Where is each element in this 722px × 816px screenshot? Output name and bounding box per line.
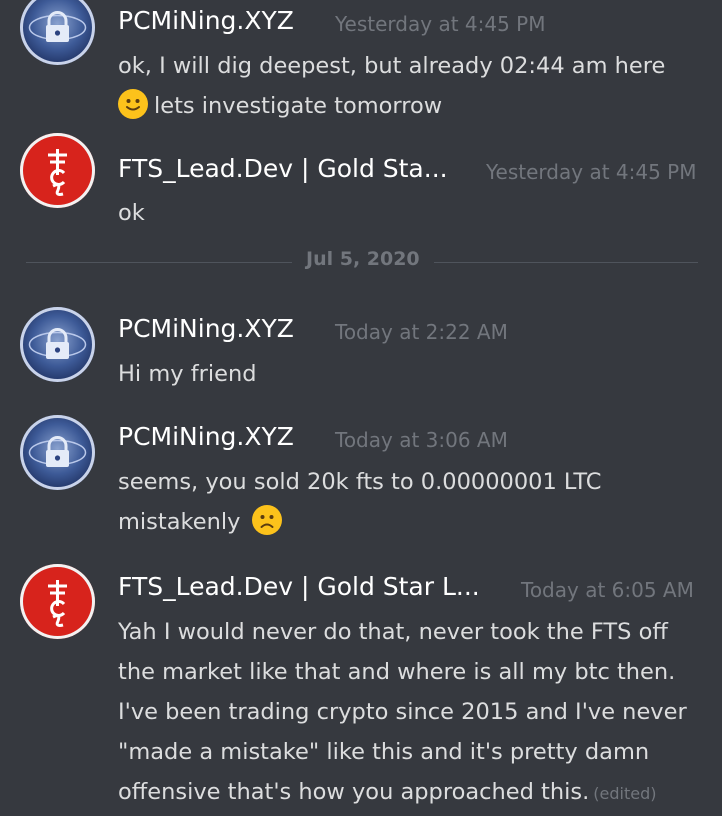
avatar[interactable]: [20, 133, 95, 208]
message-line: the market like that and where is all my…: [118, 659, 676, 685]
message-line: lets investigate tomorrow: [154, 93, 443, 119]
avatar[interactable]: [20, 307, 95, 382]
author-name[interactable]: FTS_Lead.Dev | Gold Sta...: [118, 154, 448, 183]
author-name[interactable]: PCMiNing.XYZ: [118, 6, 294, 35]
timestamp: Yesterday at 4:45 PM: [486, 160, 697, 184]
timestamp: Yesterday at 4:45 PM: [335, 12, 546, 36]
lock-globe-icon: [28, 328, 87, 359]
fts-logo-icon: [48, 149, 67, 196]
message-line: Hi my friend: [118, 361, 257, 387]
frowning-face-icon: [251, 505, 282, 535]
message-line: seems, you sold 20k fts to 0.00000001 LT…: [118, 469, 602, 495]
edited-label: (edited): [593, 784, 657, 803]
message-line: mistakenly: [118, 509, 241, 535]
date-divider-label: Jul 5, 2020: [292, 248, 434, 270]
avatar[interactable]: [20, 564, 95, 639]
message-line-with-emoji: mistakenly: [118, 502, 288, 542]
message-line: offensive that's how you approached this…: [118, 779, 590, 805]
timestamp: Today at 2:22 AM: [335, 320, 508, 344]
author-name[interactable]: PCMiNing.XYZ: [118, 422, 294, 451]
lock-globe-icon: [28, 11, 87, 42]
message-line: ok: [118, 200, 145, 226]
author-name[interactable]: FTS_Lead.Dev | Gold Star L...: [118, 572, 480, 601]
message-line-with-emoji: lets investigate tomorrow: [118, 86, 442, 126]
message-line: Yah I would never do that, never took th…: [118, 619, 668, 645]
timestamp: Today at 6:05 AM: [521, 578, 694, 602]
fts-logo-icon: [48, 580, 67, 627]
message-line: I've been trading crypto since 2015 and …: [118, 699, 687, 725]
avatar[interactable]: [20, 415, 95, 490]
slightly-smiling-face-icon: [118, 89, 148, 119]
lock-globe-icon: [28, 436, 87, 467]
message-line-with-edited: offensive that's how you approached this…: [118, 772, 656, 814]
avatar[interactable]: [20, 0, 95, 65]
message-line: "made a mistake" like this and it's pret…: [118, 739, 650, 765]
message-line: ok, I will dig deepest, but already 02:4…: [118, 53, 666, 79]
author-name[interactable]: PCMiNing.XYZ: [118, 314, 294, 343]
timestamp: Today at 3:06 AM: [335, 428, 508, 452]
